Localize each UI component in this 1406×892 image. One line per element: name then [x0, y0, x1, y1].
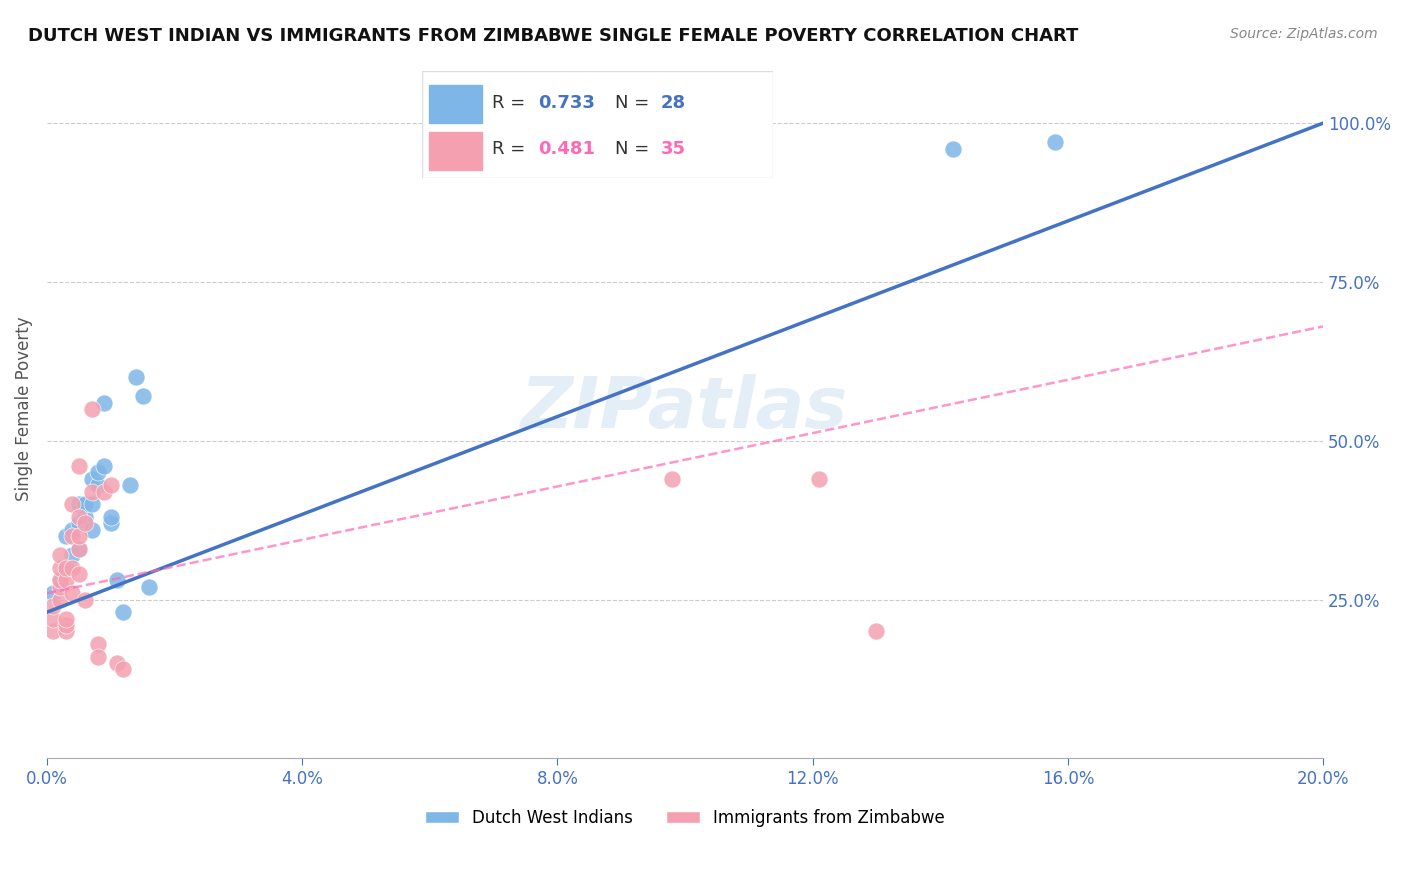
Immigrants from Zimbabwe [42, 611, 65, 625]
Immigrants from Zimbabwe [75, 516, 97, 531]
Dutch West Indians [118, 478, 141, 492]
Dutch West Indians [75, 510, 97, 524]
Dutch West Indians [112, 605, 135, 619]
Text: Source: ZipAtlas.com: Source: ZipAtlas.com [1230, 27, 1378, 41]
Dutch West Indians [55, 560, 77, 574]
Dutch West Indians [1043, 135, 1066, 149]
Dutch West Indians [93, 459, 115, 474]
Dutch West Indians [67, 516, 90, 531]
Dutch West Indians [100, 516, 122, 531]
Dutch West Indians [67, 497, 90, 511]
Immigrants from Zimbabwe [808, 472, 831, 486]
Text: N =: N = [616, 95, 655, 112]
Immigrants from Zimbabwe [112, 662, 135, 676]
Immigrants from Zimbabwe [55, 624, 77, 639]
Text: ZIPatlas: ZIPatlas [522, 375, 849, 443]
Immigrants from Zimbabwe [62, 497, 84, 511]
Dutch West Indians [105, 574, 128, 588]
Immigrants from Zimbabwe [67, 529, 90, 543]
Dutch West Indians [138, 580, 160, 594]
Dutch West Indians [62, 548, 84, 562]
Dutch West Indians [942, 142, 965, 156]
Immigrants from Zimbabwe [80, 401, 103, 416]
Immigrants from Zimbabwe [865, 624, 887, 639]
Text: 0.733: 0.733 [538, 95, 595, 112]
Immigrants from Zimbabwe [87, 649, 110, 664]
Immigrants from Zimbabwe [55, 618, 77, 632]
Dutch West Indians [125, 370, 148, 384]
Immigrants from Zimbabwe [67, 510, 90, 524]
Dutch West Indians [87, 466, 110, 480]
Immigrants from Zimbabwe [42, 599, 65, 613]
Text: R =: R = [492, 141, 531, 159]
Dutch West Indians [62, 523, 84, 537]
Legend: Dutch West Indians, Immigrants from Zimbabwe: Dutch West Indians, Immigrants from Zimb… [419, 803, 952, 834]
Dutch West Indians [55, 529, 77, 543]
Immigrants from Zimbabwe [48, 592, 70, 607]
Dutch West Indians [80, 472, 103, 486]
Text: N =: N = [616, 141, 655, 159]
Immigrants from Zimbabwe [62, 560, 84, 574]
Immigrants from Zimbabwe [100, 478, 122, 492]
Immigrants from Zimbabwe [55, 574, 77, 588]
Text: 0.481: 0.481 [538, 141, 595, 159]
Immigrants from Zimbabwe [87, 637, 110, 651]
Text: 28: 28 [661, 95, 686, 112]
Text: R =: R = [492, 95, 531, 112]
Immigrants from Zimbabwe [55, 611, 77, 625]
Dutch West Indians [93, 395, 115, 409]
Immigrants from Zimbabwe [48, 560, 70, 574]
Dutch West Indians [80, 497, 103, 511]
Dutch West Indians [87, 478, 110, 492]
Text: DUTCH WEST INDIAN VS IMMIGRANTS FROM ZIMBABWE SINGLE FEMALE POVERTY CORRELATION : DUTCH WEST INDIAN VS IMMIGRANTS FROM ZIM… [28, 27, 1078, 45]
Dutch West Indians [75, 497, 97, 511]
Immigrants from Zimbabwe [62, 529, 84, 543]
Immigrants from Zimbabwe [42, 624, 65, 639]
Immigrants from Zimbabwe [48, 574, 70, 588]
Y-axis label: Single Female Poverty: Single Female Poverty [15, 317, 32, 501]
Dutch West Indians [67, 541, 90, 556]
Bar [429, 86, 482, 123]
Immigrants from Zimbabwe [48, 580, 70, 594]
Immigrants from Zimbabwe [67, 541, 90, 556]
Bar [429, 132, 482, 169]
FancyBboxPatch shape [422, 71, 773, 178]
Immigrants from Zimbabwe [48, 548, 70, 562]
Immigrants from Zimbabwe [67, 459, 90, 474]
Dutch West Indians [42, 586, 65, 600]
Immigrants from Zimbabwe [105, 656, 128, 670]
Immigrants from Zimbabwe [80, 484, 103, 499]
Immigrants from Zimbabwe [62, 586, 84, 600]
Immigrants from Zimbabwe [93, 484, 115, 499]
Dutch West Indians [131, 389, 153, 403]
Immigrants from Zimbabwe [67, 567, 90, 582]
Immigrants from Zimbabwe [661, 472, 683, 486]
Text: 35: 35 [661, 141, 686, 159]
Dutch West Indians [48, 574, 70, 588]
Dutch West Indians [100, 510, 122, 524]
Immigrants from Zimbabwe [75, 592, 97, 607]
Dutch West Indians [80, 523, 103, 537]
Immigrants from Zimbabwe [55, 560, 77, 574]
